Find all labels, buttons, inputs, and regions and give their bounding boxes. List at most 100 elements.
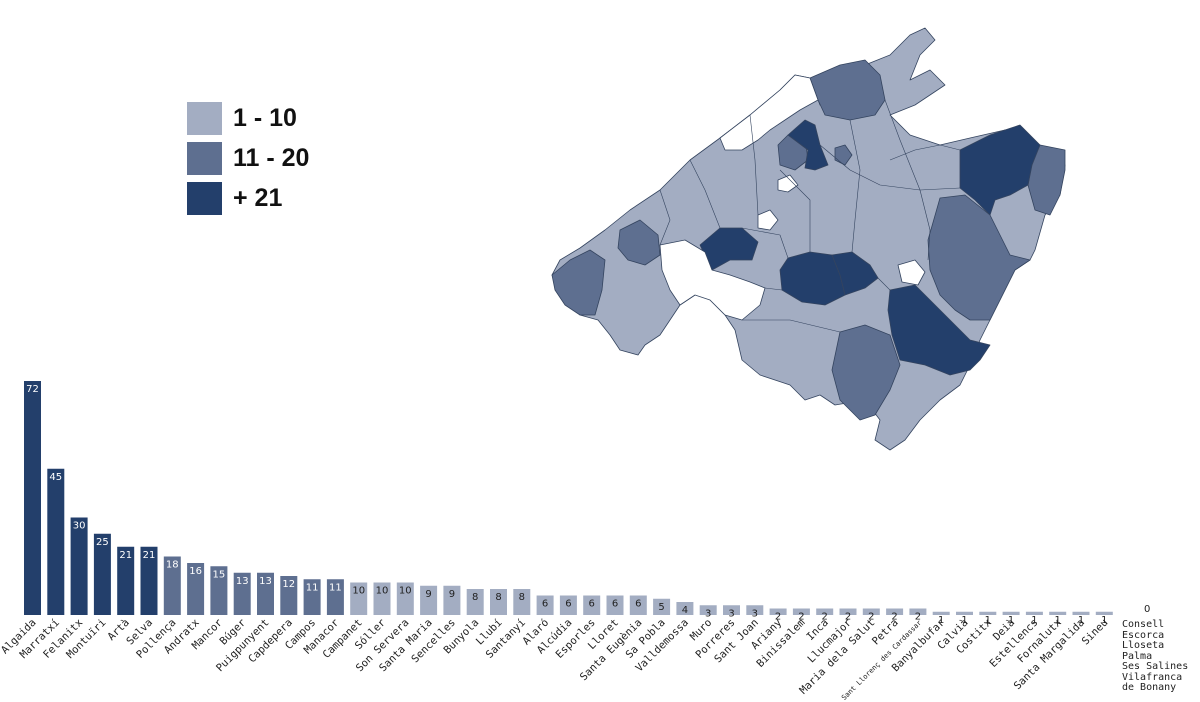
- bar: [1095, 611, 1113, 615]
- bar: [956, 611, 973, 615]
- bar-value-label: 1: [1101, 615, 1107, 626]
- bar-value-label: 1: [1078, 615, 1084, 626]
- legend-item-mid: 11 - 20: [187, 140, 387, 180]
- bar: [746, 605, 764, 615]
- map-region-lloseta: [757, 209, 779, 231]
- bar: [47, 468, 65, 615]
- bar: [583, 595, 601, 615]
- map-region-puigpunyent: [617, 219, 661, 266]
- zero-category: Consell: [1122, 619, 1165, 630]
- bar-value-label: 10: [399, 586, 412, 597]
- bar: [350, 582, 368, 615]
- bar-value-label: 72: [26, 384, 39, 395]
- zero-category: Escorca: [1122, 629, 1165, 641]
- map-region-andratx: [551, 249, 606, 316]
- bar: [187, 563, 205, 615]
- map-internal-borders: [659, 99, 961, 333]
- bar: [513, 589, 531, 615]
- map-region-consell: [777, 174, 799, 193]
- bar-value-label: 8: [519, 592, 525, 603]
- bar-value-label: 2: [915, 612, 921, 623]
- bar: [932, 611, 950, 615]
- bar-value-label: 10: [376, 586, 389, 597]
- bar: [117, 546, 135, 615]
- bar-value-label: 11: [329, 582, 342, 593]
- bar-value-label: 6: [565, 599, 571, 610]
- bar: [769, 608, 787, 615]
- bar: [816, 608, 834, 615]
- category-label: Sineu: [1080, 617, 1111, 648]
- map-region-manacor: [927, 194, 1031, 321]
- bar-value-label: 6: [589, 599, 595, 610]
- bar-value-label: 2: [822, 612, 828, 623]
- bars-group: [24, 381, 1113, 615]
- zero-value-label: 0: [1144, 604, 1151, 615]
- bar-value-label: 16: [189, 566, 202, 577]
- bar: [559, 595, 577, 615]
- legend: 1 - 10 11 - 20 + 21: [187, 100, 387, 220]
- bar: [1002, 611, 1020, 615]
- bar-value-label: 8: [495, 592, 501, 603]
- bar: [676, 602, 694, 615]
- bar-value-label: 1: [985, 615, 991, 626]
- bar: [839, 608, 857, 615]
- bar: [24, 381, 41, 615]
- bar: [1025, 611, 1043, 615]
- bar: [629, 595, 647, 615]
- map-region-palma: [659, 239, 766, 321]
- legend-label-high: + 21: [233, 184, 283, 212]
- map-region-arta: [959, 124, 1041, 216]
- map-region-algaida: [779, 251, 846, 306]
- bar: [653, 598, 671, 615]
- bar-value-label: 13: [236, 576, 249, 587]
- bar-value-label: 6: [542, 599, 548, 610]
- bar-value-label: 1: [938, 615, 944, 626]
- bar: [606, 595, 624, 615]
- bar-value-label: 1: [1008, 615, 1014, 626]
- bar: [699, 605, 717, 615]
- zero-category: Ses Salines: [1122, 661, 1189, 672]
- bar-value-label: 12: [282, 579, 295, 590]
- map-region-escorca: [719, 74, 819, 151]
- bar-value-label: 2: [798, 612, 804, 623]
- legend-label-low: 1 - 10: [233, 104, 297, 132]
- bar-value-label: 1: [1031, 615, 1037, 626]
- zero-categories-list: Consell Escorca Lloseta Palma Ses Saline…: [1122, 619, 1200, 694]
- bar-value-label: 10: [352, 586, 365, 597]
- map-region-marratxi: [699, 227, 759, 271]
- bar: [233, 572, 251, 615]
- bar-value-label: 9: [425, 589, 431, 600]
- bar: [396, 582, 414, 615]
- category-labels-group: AlgaidaMarratxíFelanitxMontuïriArtàSelva…: [0, 617, 1110, 702]
- bar: [210, 566, 228, 615]
- map-region-vilafranca: [897, 259, 926, 286]
- bar: [443, 585, 461, 615]
- bar: [373, 582, 391, 615]
- bar-value-label: 30: [73, 521, 86, 532]
- bar: [862, 608, 880, 615]
- bar-value-label: 6: [612, 599, 618, 610]
- bar-value-label: 21: [143, 550, 156, 561]
- map-region-selva: [787, 119, 829, 171]
- bar: [420, 585, 438, 615]
- bar-value-label: 3: [728, 608, 734, 619]
- bar-value-label: 13: [259, 576, 272, 587]
- bar-value-label: 5: [658, 602, 664, 613]
- bar: [1072, 611, 1090, 615]
- bar: [723, 605, 740, 615]
- bar: [280, 576, 298, 615]
- bar: [979, 611, 997, 615]
- legend-swatch-mid: [187, 142, 222, 175]
- legend-item-low: 1 - 10: [187, 100, 387, 140]
- bar-value-label: 21: [119, 550, 132, 561]
- bar-value-label: 11: [306, 582, 319, 593]
- map-region-pollenca: [809, 59, 886, 121]
- bar: [70, 517, 88, 615]
- bar-value-label: 9: [449, 589, 455, 600]
- legend-swatch-high: [187, 182, 222, 215]
- mallorca-map: [551, 27, 1066, 451]
- bar-value-label: 3: [752, 608, 758, 619]
- zero-category: Lloseta: [1122, 640, 1165, 651]
- bar-value-label: 4: [682, 605, 688, 616]
